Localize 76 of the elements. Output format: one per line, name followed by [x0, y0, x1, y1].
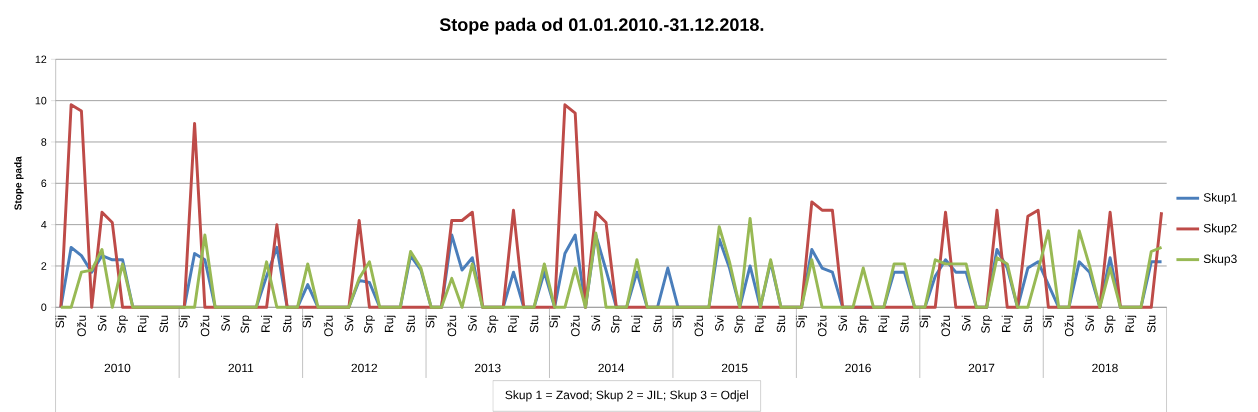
x-tick-label: Svi: [467, 315, 477, 332]
y-tick-label: 2: [41, 262, 47, 270]
x-tick-label: Ožu: [200, 315, 210, 337]
x-tick-label: Stu: [406, 315, 415, 333]
text: 2014: [598, 363, 625, 373]
x-tick-label: Sij: [302, 315, 314, 328]
x-tick-label: Stu: [282, 315, 292, 333]
x-tick-label: Ruj: [754, 315, 766, 332]
x-tick-label: Stu: [1023, 315, 1033, 333]
legend-label: Skup3: [1203, 254, 1237, 266]
y-tick-label: 10: [35, 96, 47, 105]
y-axis-title: Stope pada: [14, 156, 24, 210]
x-tick-label: Srp: [857, 315, 869, 334]
x-tick-label: Srp: [1104, 315, 1116, 334]
x-tick-label: Stu: [1147, 315, 1156, 333]
y-tick-label: 12: [35, 55, 47, 64]
x-tick-label: Ožu: [447, 315, 457, 337]
x-tick-label: Srp: [734, 315, 746, 334]
x-tick-label: Ruj: [1125, 315, 1137, 332]
x-tick-label: Sij: [919, 315, 931, 328]
x-tick-label: Svi: [591, 315, 601, 332]
x-tick-label: Stu: [529, 315, 539, 333]
x-tick-label: Svi: [961, 315, 971, 332]
x-tick-label: Ožu: [694, 315, 704, 337]
x-tick-label: Sij: [55, 315, 67, 328]
text: 2015: [721, 363, 748, 373]
text: 2017: [968, 363, 995, 373]
x-tick-label: Ožu: [323, 315, 333, 337]
x-tick-label: Ruj: [878, 315, 890, 332]
x-tick-label: Svi: [1085, 315, 1094, 332]
x-tick-label: Sij: [1042, 315, 1054, 328]
x-tick-label: Svi: [344, 315, 354, 332]
text: 2011: [228, 363, 254, 373]
x-tick-label: Stu: [159, 315, 168, 333]
x-tick-label: Srp: [487, 315, 499, 334]
x-tick-label: Svi: [221, 315, 230, 332]
text: 2018: [1092, 363, 1118, 373]
text: 2012: [351, 363, 378, 373]
y-tick-label: 0: [41, 303, 47, 312]
x-tick-label: Ožu: [76, 315, 86, 337]
x-tick-label: Ožu: [570, 315, 580, 337]
legend-label: Skup1: [1203, 192, 1237, 205]
x-tick-label: Ruj: [260, 315, 273, 332]
x-tick-label: Srp: [364, 315, 375, 334]
text: Skup 1 = Zavod; Skup 2 = JIL; Skup 3 = Odjel: [505, 390, 748, 402]
x-tick-label: Stu: [653, 315, 662, 333]
x-tick-label: Srp: [981, 315, 993, 334]
y-tick-label: 6: [41, 179, 47, 188]
x-tick-label: Ruj: [137, 315, 149, 332]
text: 2010: [104, 363, 131, 373]
y-tick-label: 4: [41, 220, 47, 229]
x-tick-label: Ožu: [941, 315, 950, 337]
y-tick-label: 8: [41, 138, 47, 146]
x-tick-label: Sij: [795, 315, 808, 328]
x-tick-label: Ruj: [1001, 315, 1013, 332]
chart-title: Stope pada od 01.01.2010.-31.12.2018.: [439, 17, 764, 35]
x-tick-label: Svi: [714, 315, 724, 332]
x-tick-label: Ruj: [507, 315, 520, 332]
legend-label: Skup2: [1203, 223, 1237, 235]
x-tick-label: Ožu: [817, 315, 827, 337]
x-tick-label: Sij: [425, 315, 437, 328]
x-tick-label: Sij: [672, 315, 684, 328]
x-tick-label: Sij: [178, 315, 190, 328]
x-tick-label: Ruj: [384, 315, 396, 332]
x-tick-label: Srp: [117, 315, 128, 334]
x-tick-label: Ruj: [631, 315, 643, 332]
x-tick-label: Sij: [549, 315, 561, 328]
x-tick-label: Ožu: [1064, 315, 1074, 337]
text: 2013: [475, 363, 501, 373]
text: 2016: [845, 363, 871, 373]
x-tick-label: Svi: [97, 315, 107, 332]
x-tick-label: Svi: [838, 315, 848, 332]
x-tick-label: Stu: [900, 315, 909, 333]
x-tick-label: Stu: [776, 315, 786, 333]
x-tick-label: Srp: [610, 315, 622, 334]
x-tick-label: Srp: [240, 315, 252, 334]
